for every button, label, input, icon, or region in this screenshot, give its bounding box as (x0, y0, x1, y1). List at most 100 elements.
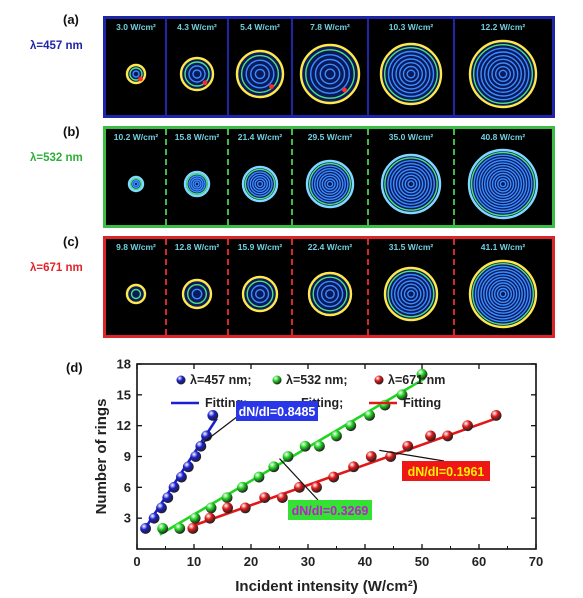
x-axis-label: Incident intensity (W/cm²) (235, 578, 418, 595)
panel-c-image-strip: 9.8 W/cm² 12.8 W/cm² 15.9 W/cm² 22.4 W/cm² 3… (103, 236, 555, 338)
legend-marker (176, 375, 186, 385)
image-separator (453, 19, 455, 115)
image-separator (367, 239, 369, 335)
intensity-label: 12.2 W/cm² (480, 22, 526, 32)
y-tick-label: 15 (117, 387, 131, 402)
ring-image-1-5: 40.8 W/cm² (454, 129, 552, 225)
legend-label: λ=457 nm; (190, 373, 252, 387)
y-tick-label: 12 (117, 418, 131, 433)
data-point (162, 492, 174, 504)
intensity-label: 21.4 W/cm² (237, 132, 283, 142)
legend-marker (374, 375, 384, 385)
data-point (189, 512, 201, 524)
annotation-box (402, 461, 490, 481)
data-point (148, 512, 160, 524)
intensity-label: 15.8 W/cm² (174, 132, 220, 142)
x-tick-label: 60 (472, 554, 486, 569)
ring-image-2-1: 12.8 W/cm² (166, 239, 228, 335)
image-separator (165, 129, 167, 225)
ring-image-2-2: 15.9 W/cm² (228, 239, 292, 335)
data-point (195, 440, 207, 452)
x-tick-label: 20 (244, 554, 258, 569)
data-point (314, 440, 325, 452)
y-tick-label: 18 (117, 357, 131, 372)
data-point (276, 492, 288, 504)
intensity-label: 5.4 W/cm² (240, 22, 280, 32)
rings-vs-intensity-chart: 0 10 20 30 40 50 60 70 3 6 9 12 15 18 Incident intensi… (93, 357, 543, 596)
image-separator (453, 239, 455, 335)
panel-c-wavelength: λ=671 nm (30, 262, 83, 274)
ring-image-1-0: 10.2 W/cm² (106, 129, 166, 225)
data-point (379, 399, 391, 411)
panel-a-letter: (a) (63, 12, 79, 27)
intensity-label: 9.8 W/cm² (116, 242, 156, 252)
x-tick-label: 50 (415, 554, 429, 569)
ring-image-0-4: 10.3 W/cm² (368, 19, 454, 115)
data-point (268, 461, 280, 473)
data-point (205, 502, 217, 514)
panel-b-image-strip: 10.2 W/cm² 15.8 W/cm² 21.4 W/cm² 29.5 W/cm²… (103, 126, 555, 228)
x-tick-label: 10 (187, 554, 201, 569)
data-point (396, 389, 408, 401)
ring-image-1-4: 35.0 W/cm² (368, 129, 454, 225)
annotation-text: dN/dI=0.1961 (408, 465, 485, 479)
ring-image-0-2: 5.4 W/cm² (228, 19, 292, 115)
image-separator (227, 19, 229, 115)
x-tick-label: 30 (301, 554, 315, 569)
intensity-label: 15.9 W/cm² (237, 242, 283, 252)
data-point (294, 481, 305, 493)
image-separator (165, 239, 167, 335)
intensity-label: 10.2 W/cm² (113, 132, 159, 142)
ring-image-0-3: 7.8 W/cm² (292, 19, 368, 115)
annotation-arrow (279, 458, 319, 501)
data-point (259, 492, 271, 504)
annotation-text: dN/dI=0.8485 (239, 405, 316, 419)
ring-image-1-3: 29.5 W/cm² (292, 129, 368, 225)
data-point (176, 471, 187, 483)
data-point (345, 420, 357, 432)
data-point (222, 502, 234, 514)
intensity-label: 29.5 W/cm² (307, 132, 353, 142)
annotation-arrow (379, 449, 445, 462)
image-separator (227, 129, 229, 225)
y-axis-label: Number of rings (93, 399, 110, 515)
ring-image-2-4: 31.5 W/cm² (368, 239, 454, 335)
data-point (299, 440, 311, 452)
data-point (239, 502, 251, 514)
legend-label: λ=671 nm (388, 373, 445, 387)
annotation-arrow (202, 412, 243, 444)
data-point (442, 430, 454, 442)
image-separator (453, 129, 455, 225)
panel-a-wavelength: λ=457 nm (30, 40, 83, 52)
intensity-label: 40.8 W/cm² (480, 132, 526, 142)
data-point (182, 461, 194, 473)
annotation-box (236, 401, 318, 421)
image-separator (291, 19, 293, 115)
annotation-text: dN/dI=0.3269 (292, 504, 369, 518)
panel-a-image-strip: 3.0 W/cm² 4.3 W/cm² 5.4 W/cm² 7.8 W/cm² 10.3… (103, 16, 555, 118)
intensity-label: 3.0 W/cm² (116, 22, 156, 32)
data-point (416, 368, 428, 380)
ring-image-1-1: 15.8 W/cm² (166, 129, 228, 225)
data-point (174, 523, 186, 534)
ring-image-2-0: 9.8 W/cm² (106, 239, 166, 335)
intensity-label: 7.8 W/cm² (310, 22, 350, 32)
y-tick-label: 3 (124, 511, 131, 526)
data-point (331, 430, 342, 442)
data-point (462, 420, 473, 432)
data-point (348, 461, 359, 473)
image-separator (367, 19, 369, 115)
y-tick-label: 6 (124, 480, 131, 495)
data-point (490, 409, 502, 421)
data-point (140, 523, 151, 534)
data-point (156, 502, 167, 514)
data-point (385, 451, 397, 462)
annotation-box (288, 500, 372, 520)
data-point (187, 523, 199, 534)
image-separator (227, 239, 229, 335)
intensity-label: 12.8 W/cm² (174, 242, 220, 252)
x-tick-label: 40 (358, 554, 372, 569)
image-separator (165, 19, 167, 115)
intensity-label: 41.1 W/cm² (480, 242, 526, 252)
data-point (425, 430, 436, 442)
